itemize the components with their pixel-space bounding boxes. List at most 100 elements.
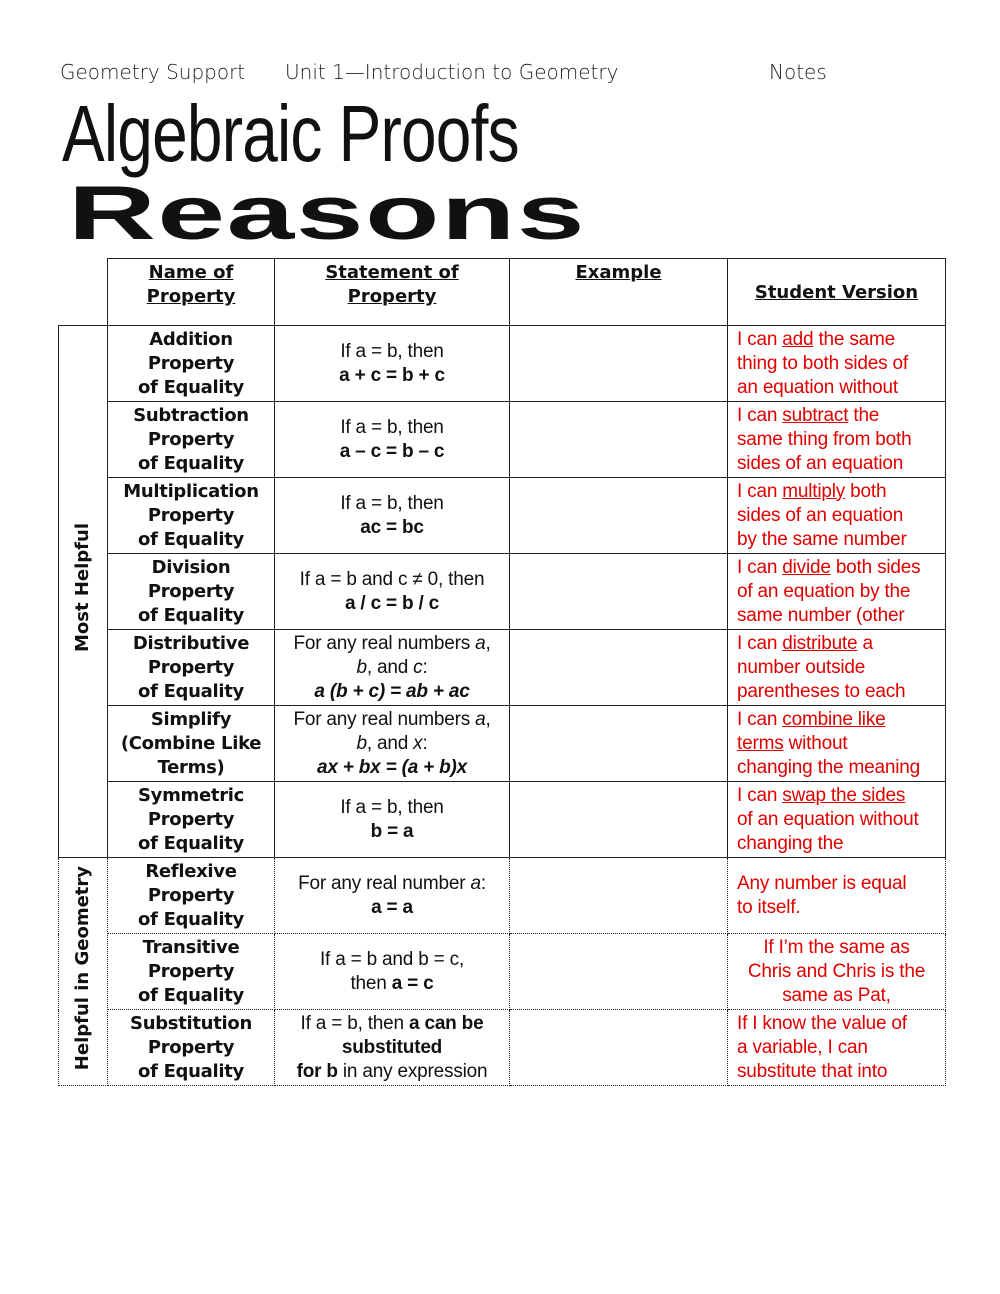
student-version: I can add the same thing to both sides of… (727, 325, 946, 402)
property-statement: For any real numbers a, b, and x: ax + bx … (274, 705, 510, 782)
text-segment: Any number is equal (737, 872, 907, 894)
text-segment: x (413, 732, 423, 754)
text-segment: If a = b and b = c, (319, 948, 465, 970)
text-segment: a / c = b / c (344, 592, 440, 614)
highlighted-verb: add (782, 328, 814, 350)
example-cell[interactable] (509, 857, 728, 934)
example-cell[interactable] (509, 1009, 728, 1086)
header-row: Name of Property Statement of Property Exa… (59, 258, 946, 326)
text-segment: for b (296, 1060, 338, 1082)
name-line: of Equality (138, 680, 244, 702)
text-segment: to itself. (737, 896, 801, 918)
text-segment: the (848, 404, 880, 426)
example-cell[interactable] (509, 629, 728, 706)
text-segment: , (485, 708, 491, 730)
example-cell[interactable] (509, 933, 728, 1010)
text-segment: b = a (370, 820, 414, 842)
property-name: Addition Property of Equality (107, 325, 275, 402)
text-segment: I can (737, 480, 783, 502)
text-segment: of an equation without (737, 808, 919, 830)
name-line: of Equality (138, 908, 244, 930)
name-line: Simplify (150, 708, 232, 730)
highlighted-verb: subtract (782, 404, 849, 426)
properties-table: Name of Property Statement of Property Exa… (58, 258, 946, 1086)
text-segment: I can (737, 556, 783, 578)
text-segment: If I know the value of (737, 1012, 907, 1034)
text-segment: a (b + c) = ab + ac (314, 680, 470, 702)
property-name: Simplify (Combine Like Terms) (107, 705, 275, 782)
name-line: Distributive (132, 632, 250, 654)
text-segment: If a = b, then (300, 1012, 409, 1034)
name-line: of Equality (138, 528, 244, 550)
property-name: Subtraction Property of Equality (107, 401, 275, 478)
text-segment: of an equation by the (737, 580, 911, 602)
text-segment: a = c (391, 972, 434, 994)
text-segment: then (350, 972, 392, 994)
group-label: Helpful in Geometry (58, 857, 108, 1086)
text-segment: , and (366, 656, 414, 678)
property-name: Symmetric Property of Equality (107, 781, 275, 858)
property-name: Multiplication Property of Equality (107, 477, 275, 554)
unit-title: Unit 1—Introduction to Geometry (285, 60, 619, 84)
property-row: Multiplication Property of Equality If a = … (59, 477, 946, 554)
example-cell[interactable] (509, 553, 728, 630)
name-line: Multiplication (123, 480, 259, 502)
property-statement: For any real number a: a = a (274, 857, 510, 934)
example-cell[interactable] (509, 477, 728, 554)
text-segment: c (413, 656, 423, 678)
highlighted-verb: swap the sides (782, 784, 906, 806)
student-version: I can swap the sides of an equation witho… (727, 781, 946, 858)
text-segment: If I’m the same as (763, 936, 910, 958)
text-segment: , and (366, 732, 414, 754)
text-segment: If a = b, then (340, 340, 444, 362)
name-line: Property (147, 580, 235, 602)
property-name: Distributive Property of Equality (107, 629, 275, 706)
name-line: Subtraction (133, 404, 249, 426)
name-line: Substitution (130, 1012, 252, 1034)
text-segment: changing the (737, 832, 844, 854)
example-cell[interactable] (509, 325, 728, 402)
text-segment: If a = b, then (340, 416, 444, 438)
text-segment: a can be (409, 1012, 484, 1034)
name-line: of Equality (138, 604, 244, 626)
name-line: (Combine Like (120, 732, 262, 754)
name-line: Property (147, 656, 235, 678)
property-name: Reflexive Property of Equality (107, 857, 275, 934)
property-row: Helpful in Geometry Reflexive Property of E… (58, 857, 946, 1086)
property-row: Subtraction Property of Equality If a = b, … (59, 401, 946, 478)
text-segment: same number (other (737, 604, 905, 626)
name-line: Division (151, 556, 231, 578)
name-line: Symmetric (137, 784, 245, 806)
header-example: Example (509, 258, 728, 326)
example-cell[interactable] (509, 781, 728, 858)
text-segment: without (783, 732, 848, 754)
header-name-line: Name of (148, 262, 234, 283)
header-name-line: Property (146, 286, 236, 307)
text-segment: : (480, 872, 486, 894)
name-line: of Equality (138, 984, 244, 1006)
highlighted-verb: terms (737, 732, 784, 754)
name-line: of Equality (138, 832, 244, 854)
text-segment: a (470, 872, 481, 894)
text-segment: : (422, 656, 428, 678)
text-segment: For any real number (298, 872, 471, 894)
course-name: Geometry Support (60, 60, 246, 84)
example-cell[interactable] (509, 401, 728, 478)
group-label-text: Helpful in Geometry (72, 865, 93, 1071)
text-segment: If a = b, then (340, 492, 444, 514)
name-line: Property (147, 352, 235, 374)
property-row: Division Property of Equality If a = b and … (59, 553, 946, 630)
student-version: If I know the value of a variable, I can s… (727, 1009, 946, 1086)
text-segment: a (475, 632, 486, 654)
example-cell[interactable] (509, 705, 728, 782)
text-segment: an equation without (737, 376, 898, 398)
property-statement: If a = b, then a + c = b + c (274, 325, 510, 402)
student-version: Any number is equal to itself. (727, 857, 946, 934)
name-line: of Equality (138, 452, 244, 474)
name-line: Reflexive (145, 860, 237, 882)
text-segment: a (857, 632, 873, 654)
text-segment: I can (737, 632, 783, 654)
text-segment: sides of an equation (737, 452, 904, 474)
text-segment: number outside (737, 656, 866, 678)
header-statement-line: Statement of (325, 262, 459, 283)
